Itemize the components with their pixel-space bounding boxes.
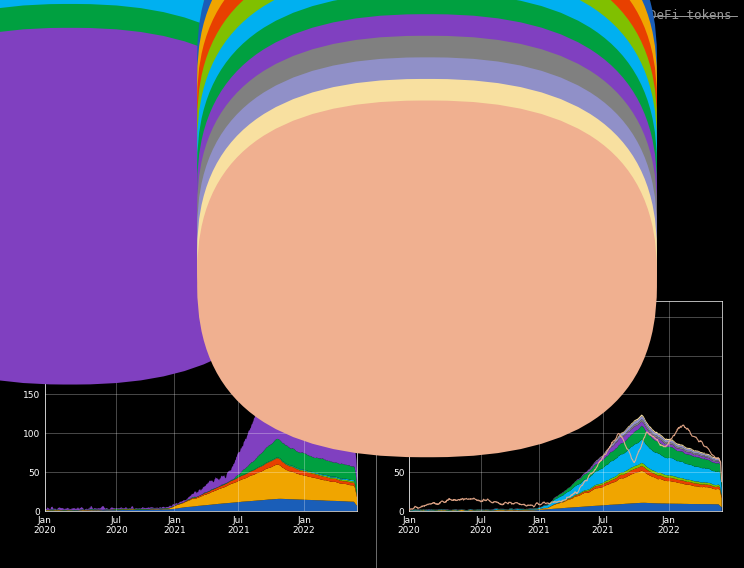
Text: (1 Jan. 2020-8 Jun. 2022; EUR billions): (1 Jan. 2020-8 Jun. 2022; EUR billions) — [409, 48, 607, 59]
Text: b) Market capitalisation of top DeFi tokens: b) Market capitalisation of top DeFi tok… — [409, 9, 731, 22]
Text: (1 Jan. 2020-8 Jun. 2022; EUR billions): (1 Jan. 2020-8 Jun. 2022; EUR billions) — [45, 48, 243, 59]
Text: a) TVL by protocol category: a) TVL by protocol category — [45, 9, 247, 22]
